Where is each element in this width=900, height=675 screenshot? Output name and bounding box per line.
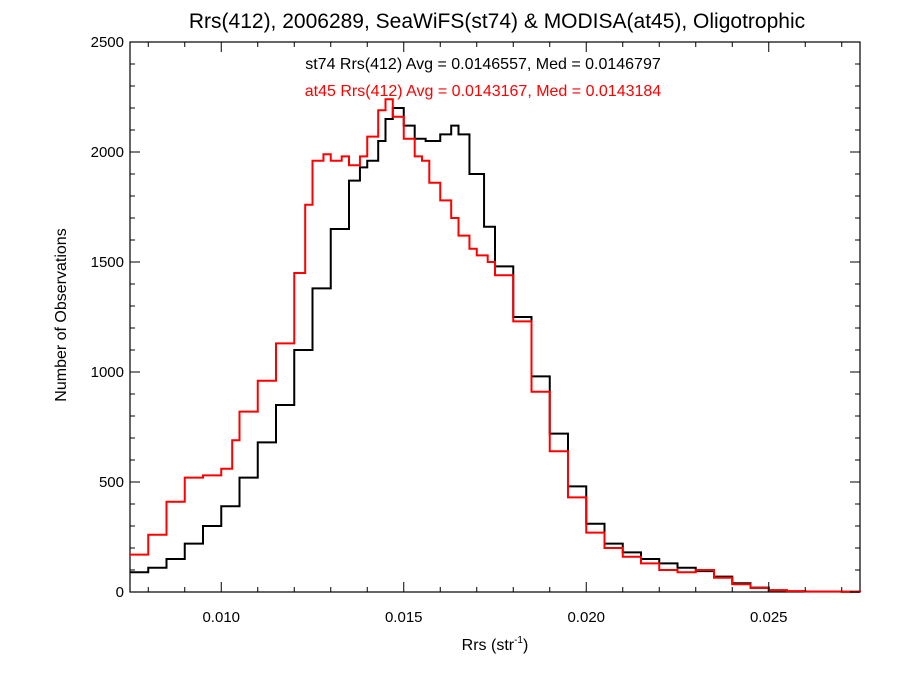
y-tick-label: 2000 bbox=[91, 144, 124, 161]
histogram-series-0 bbox=[130, 107, 861, 593]
y-tick-label: 1000 bbox=[91, 364, 124, 381]
y-tick-label: 2500 bbox=[91, 34, 124, 51]
x-axis-label: Rrs (str-1) bbox=[462, 635, 529, 654]
x-tick-label: 0.010 bbox=[202, 609, 240, 626]
annotation-at45: at45 Rrs(412) Avg = 0.0143167, Med = 0.0… bbox=[305, 83, 662, 100]
y-tick-label: 0 bbox=[116, 584, 124, 601]
y-tick-label: 1500 bbox=[91, 254, 124, 271]
ticks-layer: 0.010 0.015 0.020 0.025 0 500 1000 1500 2000 2500 bbox=[91, 34, 860, 626]
chart-title: Rrs(412), 2006289, SeaWiFS(st74) & MODIS… bbox=[189, 10, 805, 33]
x-tick-label: 0.020 bbox=[567, 609, 605, 626]
x-tick-label: 0.015 bbox=[385, 609, 423, 626]
series-layer bbox=[130, 98, 861, 593]
x-axis-label-sup: -1 bbox=[514, 635, 523, 646]
plot-frame bbox=[129, 41, 861, 593]
y-axis-label: Number of Observations bbox=[53, 228, 70, 401]
annotation-st74: st74 Rrs(412) Avg = 0.0146557, Med = 0.0… bbox=[305, 56, 661, 73]
x-axis-label-end: ) bbox=[523, 637, 528, 654]
y-tick-label: 500 bbox=[99, 474, 124, 491]
x-axis-label-main: Rrs (str bbox=[462, 637, 515, 654]
histogram-series-1 bbox=[130, 98, 861, 593]
x-tick-label: 0.025 bbox=[750, 609, 788, 626]
